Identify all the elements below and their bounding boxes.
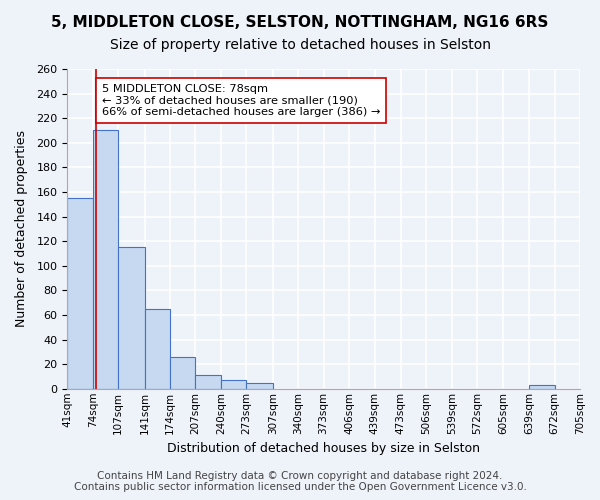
Bar xyxy=(118,248,145,389)
Y-axis label: Number of detached properties: Number of detached properties xyxy=(15,130,28,328)
Bar xyxy=(529,385,554,389)
Bar xyxy=(93,130,118,389)
Text: Size of property relative to detached houses in Selston: Size of property relative to detached ho… xyxy=(110,38,491,52)
Text: 5, MIDDLETON CLOSE, SELSTON, NOTTINGHAM, NG16 6RS: 5, MIDDLETON CLOSE, SELSTON, NOTTINGHAM,… xyxy=(52,15,548,30)
Bar xyxy=(67,198,93,389)
Bar xyxy=(221,380,247,389)
Bar xyxy=(145,309,170,389)
Bar xyxy=(196,375,221,389)
Text: Contains HM Land Registry data © Crown copyright and database right 2024.
Contai: Contains HM Land Registry data © Crown c… xyxy=(74,471,526,492)
Bar xyxy=(247,382,272,389)
Bar xyxy=(170,357,196,389)
Text: 5 MIDDLETON CLOSE: 78sqm
← 33% of detached houses are smaller (190)
66% of semi-: 5 MIDDLETON CLOSE: 78sqm ← 33% of detach… xyxy=(102,84,380,117)
X-axis label: Distribution of detached houses by size in Selston: Distribution of detached houses by size … xyxy=(167,442,480,455)
